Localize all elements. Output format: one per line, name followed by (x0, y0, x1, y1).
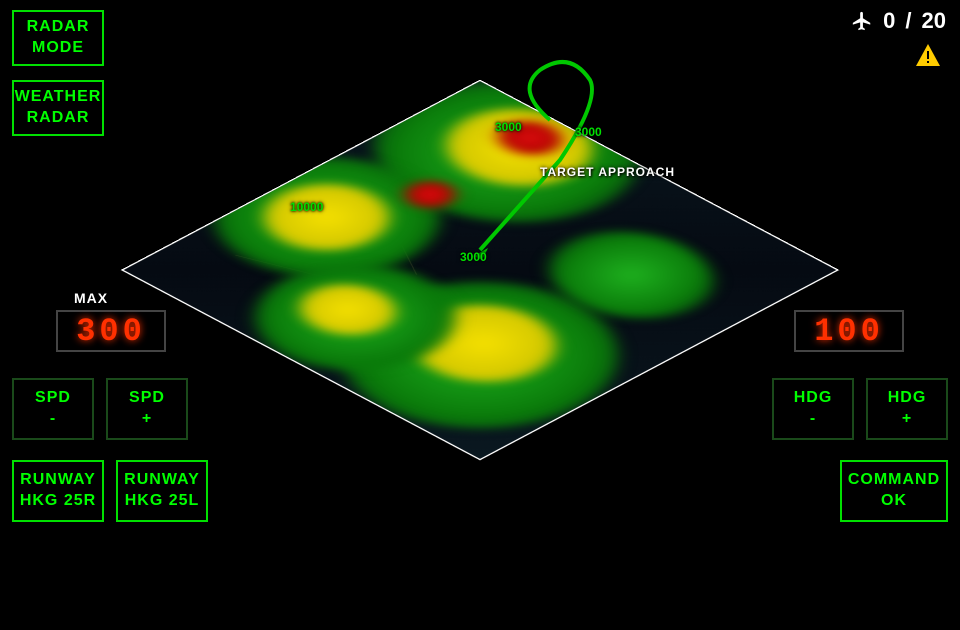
hdg-minus-button[interactable]: HDG - (772, 378, 854, 440)
altitude-label: 3000 (575, 125, 602, 139)
counter-total: 20 (922, 8, 946, 34)
runway-25r-button[interactable]: RUNWAY HKG 25R (12, 460, 104, 522)
max-label: MAX (74, 290, 108, 306)
altitude-label: 10000 (290, 200, 323, 214)
target-approach-label: TARGET APPROACH (540, 165, 675, 179)
plane-icon (851, 10, 873, 32)
runway-25l-button[interactable]: RUNWAY HKG 25L (116, 460, 208, 522)
counter-current: 0 (883, 8, 895, 34)
spd-plus-button[interactable]: SPD + (106, 378, 188, 440)
command-ok-button[interactable]: COMMAND OK (840, 460, 948, 522)
altitude-label: 3000 (460, 250, 487, 264)
weather-radar-button[interactable]: WEATHER RADAR (12, 80, 104, 136)
radar-map[interactable]: 10000 3000 3000 3000 TARGET APPROACH (120, 0, 840, 630)
warning-icon[interactable] (916, 44, 940, 71)
heading-display: 100 (794, 310, 904, 352)
aircraft-counter: 0 / 20 (851, 8, 946, 34)
radar-mode-button[interactable]: RADAR MODE (12, 10, 104, 66)
hdg-plus-button[interactable]: HDG + (866, 378, 948, 440)
altitude-label: 3000 (495, 120, 522, 134)
map-frame (121, 80, 839, 461)
spd-minus-button[interactable]: SPD - (12, 378, 94, 440)
speed-display: 300 (56, 310, 166, 352)
counter-sep: / (905, 8, 911, 34)
